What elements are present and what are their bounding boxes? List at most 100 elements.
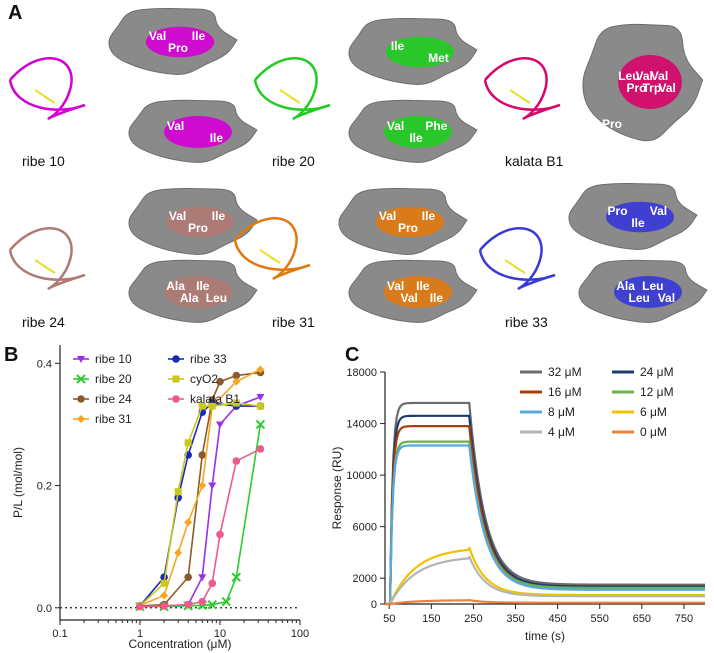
panel-b-point-ribe-20 <box>255 419 266 430</box>
panel-b-legend-label-kalata-b1: kalata B1 <box>190 392 240 406</box>
top-ribe10-residue-0: Val <box>149 29 166 43</box>
top-kalatab1-residue-2: Val <box>635 69 652 83</box>
top-ribe20-residue-1: Met <box>428 51 449 65</box>
surface-bottom-patch-ribe10 <box>164 116 232 148</box>
panel-b-point-kalata-b1 <box>216 530 224 539</box>
ribbon-kalatab1 <box>483 56 561 120</box>
panel-c-curve-8m <box>385 444 705 606</box>
disulfide-ribe24 <box>34 259 56 274</box>
panel-c-y-tick-label: 0 <box>371 599 377 611</box>
disulfide-ribe33 <box>504 259 526 274</box>
molecule-label-ribe20: ribe 20 <box>272 153 315 169</box>
panel-b-point-cyo2 <box>256 402 264 410</box>
molecule-label-ribe24: ribe 24 <box>22 314 65 330</box>
bottom-ribe33-residue-2: Leu <box>642 279 663 293</box>
panel-b-legend-marker-ribe-20 <box>76 374 86 384</box>
panel-b-x-label: Concentration (μM) <box>129 637 232 651</box>
molecule-label-ribe31: ribe 31 <box>272 314 315 330</box>
panel-b-y-tick-label: 0.2 <box>37 481 52 493</box>
panel-b-point-ribe-31 <box>174 548 183 557</box>
panel-b-point-kalata-b1 <box>184 600 192 609</box>
panel-b-y-tick-label: 0.4 <box>37 358 52 370</box>
panel-b-point-ribe-10 <box>256 393 265 401</box>
panel-a-molecules: ValProIleValIleIleMetValIlePheLeuProValT… <box>8 7 708 323</box>
molecule-label-kalatab1: kalata B1 <box>505 153 564 169</box>
panel-c-curve-24m <box>385 414 705 606</box>
panel-b-point-cyo2 <box>160 579 168 587</box>
panel-c-y-tick-label: 14000 <box>346 419 377 431</box>
top-kalatab1-residue-1: Pro <box>627 81 647 95</box>
panel-b-y-tick-label: 0.0 <box>37 603 52 615</box>
panel-b-letter: B <box>4 344 19 366</box>
panel-b-point-ribe-31 <box>184 518 193 527</box>
panel-b-curve-ribe-31 <box>139 368 261 607</box>
ribbon-ribe10 <box>8 56 86 120</box>
panel-c-legend-label-12m: 12 μM <box>640 385 674 399</box>
panel-b-point-cyo2 <box>174 488 182 496</box>
surface-bottom-patch-ribe24 <box>164 276 232 308</box>
panel-b-x-tick-label: 0.1 <box>52 628 67 640</box>
panel-c-x-tick-label: 650 <box>633 613 651 625</box>
panel-b-point-ribe-24 <box>232 371 241 380</box>
top-kalatab1-residue-0: Leu <box>618 69 639 83</box>
panel-c-x-tick-label: 250 <box>464 613 482 625</box>
bottom-ribe24-residue-0: Ala <box>166 279 185 293</box>
top-kalatab1-residue-5: Val <box>658 81 675 95</box>
panel-c-legend-label-8m: 8 μM <box>548 405 575 419</box>
ribbon-ribe24 <box>8 226 86 290</box>
panel-b-point-cyo2 <box>184 439 192 447</box>
panel-b-legend-label-ribe-31: ribe 31 <box>95 412 132 426</box>
panel-c-y-tick-label: 6000 <box>353 522 377 534</box>
bottom-ribe31-residue-1: Val <box>401 291 418 305</box>
panel-b-point-ribe-20 <box>207 600 217 610</box>
panel-c-x-tick-label: 550 <box>591 613 609 625</box>
bottom-ribe20-residue-2: Phe <box>425 119 447 133</box>
panel-c-x-tick-label: 150 <box>422 613 440 625</box>
panel-b-curve-kalata-b1 <box>139 448 261 608</box>
top-ribe33-residue-2: Val <box>650 204 667 218</box>
panel-b-point-cyo2 <box>232 399 240 407</box>
surface-bottom-patch-ribe33 <box>614 276 682 308</box>
molecule-label-ribe10: ribe 10 <box>22 153 65 169</box>
panel-c-legend-label-0m: 0 μM <box>640 425 667 439</box>
panel-c-letter: C <box>345 344 360 366</box>
top-ribe10-residue-1: Pro <box>168 41 188 55</box>
bottom-ribe20-residue-1: Ile <box>409 131 423 145</box>
panel-c-legend-label-6m: 6 μM <box>640 405 667 419</box>
panel-b-point-kalata-b1 <box>232 457 241 465</box>
panel-b-legend-label-ribe-33: ribe 33 <box>190 352 227 366</box>
panel-c-x-tick-label: 350 <box>506 613 524 625</box>
panel-b-point-cyo2 <box>208 402 216 410</box>
panel-b-point-cyo2 <box>198 402 206 410</box>
panel-b-point-ribe-31 <box>160 591 169 600</box>
panel-c-y-tick-label: 2000 <box>353 573 377 585</box>
disulfide-ribe10 <box>34 89 56 104</box>
top-kalatab1-residue-3: Trp <box>642 81 661 95</box>
panel-c-curve-4m <box>385 555 705 606</box>
panel-a-letter: A <box>8 2 23 24</box>
panel-b-point-ribe-24 <box>184 573 192 582</box>
disulfide-kalatab1 <box>509 89 531 104</box>
top-ribe20-residue-0: Ile <box>391 39 405 53</box>
ribbon-ribe33 <box>478 226 556 290</box>
panel-b-legend-marker-ribe-10 <box>77 356 85 363</box>
surface-top-patch-ribe10 <box>145 26 215 58</box>
panel-c-y-label: Response (RU) <box>330 447 344 530</box>
panel-b-point-kalata-b1 <box>256 445 265 453</box>
panel-c-curve-32m <box>385 401 705 606</box>
panel-b-point-kalata-b1 <box>198 597 207 606</box>
bottom-ribe10-residue-0: Val <box>167 119 184 133</box>
panel-b-legend-label-ribe-10: ribe 10 <box>95 352 132 366</box>
panel-b-point-ribe-20 <box>231 572 242 582</box>
panel-b-legend-marker-cyo2 <box>172 375 180 383</box>
top-ribe10-residue-2: Ile <box>192 29 206 43</box>
surface-top-patch-ribe33 <box>605 201 675 233</box>
panel-c-curve-12m <box>385 440 705 606</box>
panel-b-x-tick-label: 10 <box>214 628 226 640</box>
panel-b-legend-marker-ribe-31 <box>77 415 85 423</box>
panel-c-legend-label-4m: 4 μM <box>548 425 575 439</box>
panel-c-legend-label-32m: 32 μM <box>548 365 582 379</box>
disulfide-ribe31 <box>259 249 281 264</box>
